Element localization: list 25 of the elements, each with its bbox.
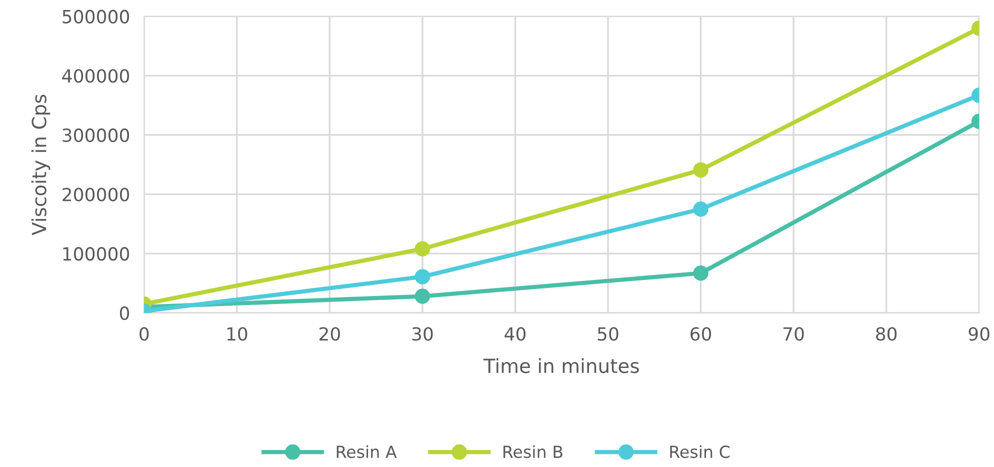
x-tick-label: 0 xyxy=(140,327,149,341)
legend-label: Resin C xyxy=(670,445,730,458)
y-tick-label: 0 xyxy=(120,306,130,320)
point xyxy=(414,269,430,284)
y-tick-label: 500000 xyxy=(62,10,130,24)
x-tick-label: 10 xyxy=(227,327,248,341)
x-tick-label: 30 xyxy=(412,327,433,341)
legend-label: Resin B xyxy=(504,445,562,458)
y-tick-label: 300000 xyxy=(62,128,130,142)
y-tick-label: 100000 xyxy=(63,247,130,261)
x-tick-label: 80 xyxy=(876,327,897,341)
x-tick-label: 50 xyxy=(598,327,618,341)
x-tick-label: 60 xyxy=(690,327,712,341)
x-axis-title: Time in minutes xyxy=(483,358,639,374)
x-tick-label: 40 xyxy=(504,327,526,341)
x-tick-label: 70 xyxy=(784,327,804,341)
x-tick-label: 90 xyxy=(968,327,990,341)
y-tick-label: 400000 xyxy=(62,69,130,83)
y-axis-title: Viscoity in Cps xyxy=(31,94,50,236)
point xyxy=(693,266,708,281)
x-tick-label: 20 xyxy=(320,327,340,341)
legend-label: Resin A xyxy=(336,445,397,458)
y-tick-label: 200000 xyxy=(62,188,130,202)
point xyxy=(693,201,708,217)
point xyxy=(414,288,430,304)
